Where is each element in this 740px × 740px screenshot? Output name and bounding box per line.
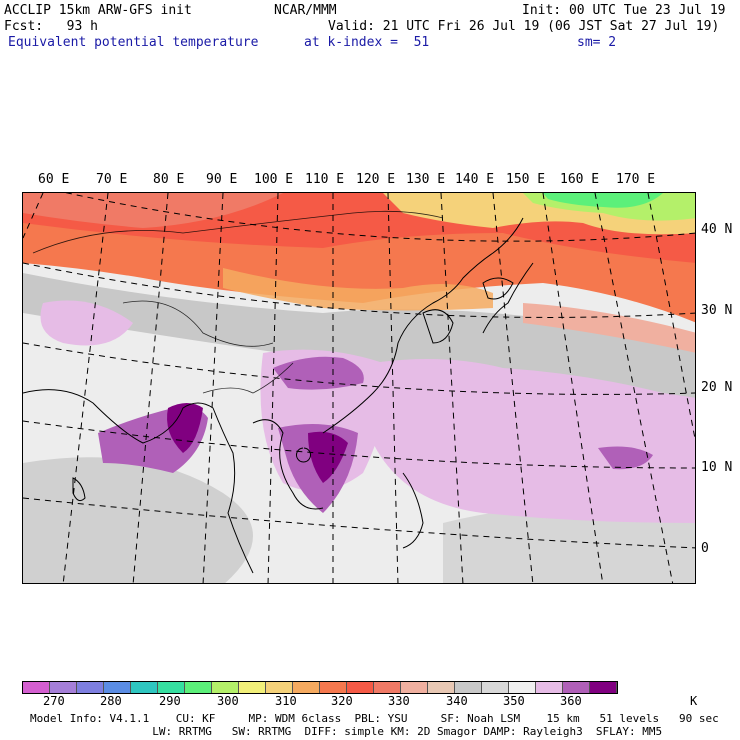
lat-label: 40 N	[701, 222, 733, 237]
lon-label: 80 E	[153, 172, 185, 187]
lon-label: 150 E	[506, 172, 546, 187]
lon-label: 100 E	[254, 172, 294, 187]
colorbar-swatch	[374, 682, 401, 693]
colorbar-swatch	[509, 682, 536, 693]
colorbar-swatch	[320, 682, 347, 693]
colorbar-tick: 360	[560, 694, 582, 708]
init-time: Init: 00 UTC Tue 23 Jul 19	[522, 3, 726, 18]
lon-label: 160 E	[560, 172, 600, 187]
colorbar	[22, 681, 618, 694]
colorbar-tick: 350	[503, 694, 525, 708]
colorbar-tick: 290	[159, 694, 181, 708]
colorbar-swatch	[212, 682, 239, 693]
lon-label: 170 E	[616, 172, 656, 187]
colorbar-tick: 280	[100, 694, 122, 708]
lon-label: 60 E	[38, 172, 70, 187]
lon-label: 90 E	[206, 172, 238, 187]
colorbar-swatch	[77, 682, 104, 693]
colorbar-swatch	[104, 682, 131, 693]
theta-e-map	[22, 192, 696, 584]
physics-info: LW: RRTMG SW: RRTMG DIFF: simple KM: 2D …	[86, 725, 663, 738]
colorbar-swatch	[23, 682, 50, 693]
colorbar-swatch	[482, 682, 509, 693]
colorbar-swatch	[347, 682, 374, 693]
lat-label: 20 N	[701, 380, 733, 395]
colorbar-tick: 330	[388, 694, 410, 708]
colorbar-swatch	[590, 682, 617, 693]
model-info: Model Info: V4.1.1 CU: KF MP: WDM 6class…	[30, 712, 719, 725]
colorbar-swatch	[266, 682, 293, 693]
institution-label: NCAR/MMM	[274, 3, 337, 18]
model-title: ACCLIP 15km ARW-GFS init	[4, 3, 192, 18]
colorbar-swatch	[239, 682, 266, 693]
lat-label: 30 N	[701, 303, 733, 318]
colorbar-swatch	[50, 682, 77, 693]
lon-label: 110 E	[305, 172, 345, 187]
colorbar-tick: 270	[43, 694, 65, 708]
lon-label: 120 E	[356, 172, 396, 187]
lat-label: 0	[701, 541, 709, 556]
lon-label: 130 E	[406, 172, 446, 187]
colorbar-swatch	[536, 682, 563, 693]
colorbar-tick: 320	[331, 694, 353, 708]
valid-time: Valid: 21 UTC Fri 26 Jul 19 (06 JST Sat …	[328, 19, 720, 34]
colorbar-swatch	[185, 682, 212, 693]
map-canvas	[23, 193, 695, 583]
colorbar-swatch	[563, 682, 590, 693]
colorbar-tick: 340	[446, 694, 468, 708]
colorbar-swatch	[428, 682, 455, 693]
colorbar-swatch	[158, 682, 185, 693]
smoothing-label: sm= 2	[577, 35, 617, 50]
level-label: at k-index = 51	[304, 35, 430, 50]
colorbar-tick: 300	[217, 694, 239, 708]
lon-label: 70 E	[96, 172, 128, 187]
colorbar-tick: 310	[275, 694, 297, 708]
lon-label: 140 E	[455, 172, 495, 187]
lat-label: 10 N	[701, 460, 733, 475]
colorbar-swatch	[131, 682, 158, 693]
colorbar-swatch	[401, 682, 428, 693]
forecast-hour: Fcst: 93 h	[4, 19, 98, 34]
colorbar-swatch	[455, 682, 482, 693]
field-name: Equivalent potential temperature	[8, 35, 259, 50]
colorbar-swatch	[293, 682, 320, 693]
colorbar-unit: K	[690, 694, 698, 708]
